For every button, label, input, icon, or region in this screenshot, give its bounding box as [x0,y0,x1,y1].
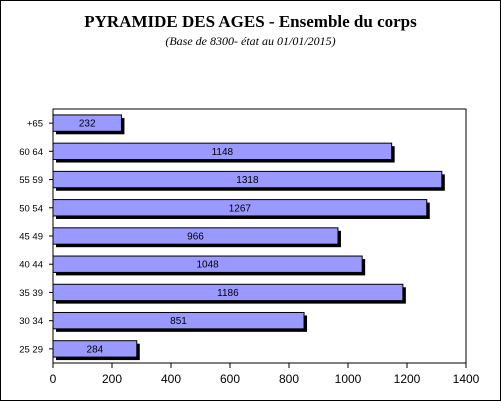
x-tick-label: 1000 [335,372,362,386]
category-label: +65 [27,119,43,130]
data-label: 851 [170,316,187,327]
x-tick-label: 1400 [453,372,480,386]
x-tick-label: 1200 [394,372,421,386]
category-label: 60 64 [19,147,43,158]
category-label: 50 54 [19,203,43,214]
data-label: 966 [187,232,204,243]
data-label: 232 [79,119,96,130]
category-label: 40 44 [19,260,43,271]
x-tick-label: 600 [220,372,240,386]
x-tick-label: 0 [50,372,57,386]
category-label: 25 29 [19,344,43,355]
x-tick-label: 400 [161,372,181,386]
data-label: 1048 [196,260,219,271]
data-label: 284 [87,344,104,355]
chart-title: PYRAMIDE DES AGES - Ensemble du corps [84,12,417,31]
data-label: 1318 [236,175,259,186]
data-label: 1148 [212,147,234,158]
category-label: 30 34 [19,316,43,327]
x-tick-label: 200 [102,372,122,386]
category-label: 35 39 [19,288,43,299]
chart-subtitle: (Base de 8300- état au 01/01/2015) [165,34,336,48]
category-label: 45 49 [19,232,43,243]
x-tick-label: 800 [279,372,299,386]
data-label: 1186 [217,288,239,299]
data-label: 1267 [229,203,252,214]
category-label: 55 59 [19,175,43,186]
